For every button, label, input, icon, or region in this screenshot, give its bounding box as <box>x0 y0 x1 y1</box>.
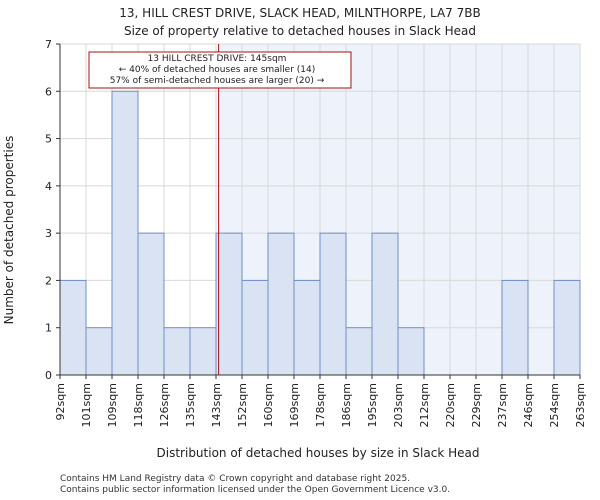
x-tick-label-195sqm: 195sqm <box>366 383 379 427</box>
bar-143sqm <box>215 232 243 376</box>
x-tick-label-152sqm: 152sqm <box>236 383 249 427</box>
x-tick-label-178sqm: 178sqm <box>314 383 327 427</box>
y-tick-label-5: 5 <box>45 133 52 146</box>
x-tick-label-203sqm: 203sqm <box>392 383 405 427</box>
x-tick-label-118sqm: 118sqm <box>132 383 145 427</box>
footer-line-1: Contains HM Land Registry data © Crown c… <box>60 474 411 484</box>
x-tick-label-237sqm: 237sqm <box>496 383 509 427</box>
x-tick-label-246sqm: 246sqm <box>522 383 535 427</box>
bar-178sqm <box>319 232 347 376</box>
bar-101sqm <box>85 327 113 376</box>
chart-subtitle: Size of property relative to detached ho… <box>124 24 476 38</box>
x-tick-label-101sqm: 101sqm <box>80 383 93 427</box>
bar-203sqm <box>397 327 425 376</box>
bar-195sqm <box>371 232 399 376</box>
x-tick-label-126sqm: 126sqm <box>158 383 171 427</box>
footer-line-2: Contains public sector information licen… <box>60 485 451 495</box>
y-tick-label-1: 1 <box>45 322 52 335</box>
bar-160sqm <box>267 232 295 376</box>
bar-109sqm <box>111 90 139 376</box>
x-tick-label-212sqm: 212sqm <box>418 383 431 427</box>
x-tick-label-143sqm: 143sqm <box>210 383 223 427</box>
bar-152sqm <box>241 279 269 376</box>
y-tick-label-2: 2 <box>45 274 52 287</box>
x-tick-label-92sqm: 92sqm <box>54 383 67 420</box>
bar-237sqm <box>501 279 529 376</box>
y-tick-label-6: 6 <box>45 85 52 98</box>
y-tick-label-4: 4 <box>45 180 52 193</box>
annotation-line-3: 57% of semi-detached houses are larger (… <box>110 76 325 86</box>
x-tick-label-109sqm: 109sqm <box>106 383 119 427</box>
x-tick-label-135sqm: 135sqm <box>184 383 197 427</box>
x-tick-label-263sqm: 263sqm <box>574 383 587 427</box>
x-tick-label-254sqm: 254sqm <box>548 383 561 427</box>
x-tick-label-220sqm: 220sqm <box>444 383 457 427</box>
x-tick-label-186sqm: 186sqm <box>340 383 353 427</box>
bar-126sqm <box>163 327 191 376</box>
bar-254sqm <box>553 279 581 376</box>
y-tick-label-3: 3 <box>45 227 52 240</box>
x-tick-label-160sqm: 160sqm <box>262 383 275 427</box>
annotation-box: 13 HILL CREST DRIVE: 145sqm ← 40% of det… <box>88 51 352 89</box>
y-tick-label-7: 7 <box>45 38 52 51</box>
bar-135sqm <box>189 327 217 376</box>
annotation-line-1: 13 HILL CREST DRIVE: 145sqm <box>148 54 287 64</box>
x-tick-label-229sqm: 229sqm <box>470 383 483 427</box>
annotation-line-2: ← 40% of detached houses are smaller (14… <box>119 65 316 75</box>
bar-118sqm <box>137 232 165 376</box>
chart-title: 13, HILL CREST DRIVE, SLACK HEAD, MILNTH… <box>119 6 480 20</box>
y-axis-label: Number of detached properties <box>2 136 16 325</box>
bar-169sqm <box>293 279 321 376</box>
y-tick-label-0: 0 <box>45 369 52 382</box>
bar-186sqm <box>345 327 373 376</box>
bar-92sqm <box>59 279 87 376</box>
x-tick-label-169sqm: 169sqm <box>288 383 301 427</box>
x-axis-label: Distribution of detached houses by size … <box>157 446 480 460</box>
